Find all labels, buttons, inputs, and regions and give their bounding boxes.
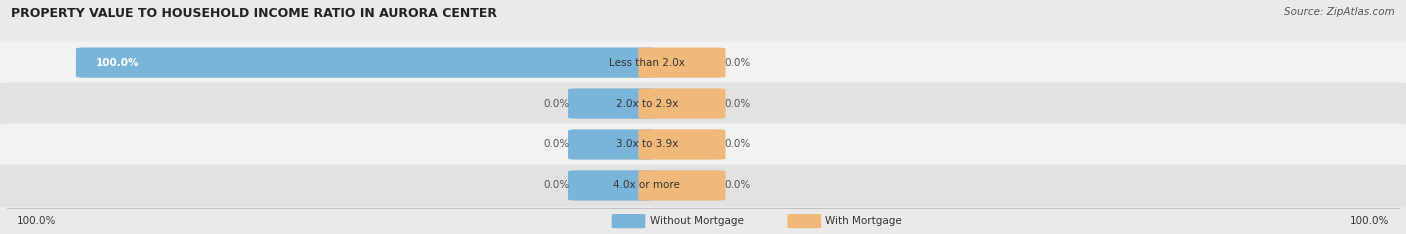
FancyBboxPatch shape <box>568 129 655 160</box>
Text: 0.0%: 0.0% <box>724 58 751 68</box>
Text: 100.0%: 100.0% <box>96 58 139 68</box>
Text: Without Mortgage: Without Mortgage <box>650 216 744 226</box>
Text: 0.0%: 0.0% <box>724 139 751 150</box>
Text: 3.0x to 3.9x: 3.0x to 3.9x <box>616 139 678 150</box>
FancyBboxPatch shape <box>0 165 1406 206</box>
FancyBboxPatch shape <box>638 129 725 160</box>
FancyBboxPatch shape <box>787 214 821 228</box>
Text: 100.0%: 100.0% <box>1350 216 1389 226</box>
FancyBboxPatch shape <box>568 170 655 201</box>
FancyBboxPatch shape <box>0 124 1406 165</box>
Text: 0.0%: 0.0% <box>724 99 751 109</box>
FancyBboxPatch shape <box>638 48 725 78</box>
Text: Source: ZipAtlas.com: Source: ZipAtlas.com <box>1284 7 1395 17</box>
Text: 2.0x to 2.9x: 2.0x to 2.9x <box>616 99 678 109</box>
Text: PROPERTY VALUE TO HOUSEHOLD INCOME RATIO IN AURORA CENTER: PROPERTY VALUE TO HOUSEHOLD INCOME RATIO… <box>11 7 498 20</box>
FancyBboxPatch shape <box>568 88 655 119</box>
Text: 0.0%: 0.0% <box>543 99 569 109</box>
FancyBboxPatch shape <box>638 88 725 119</box>
Text: 100.0%: 100.0% <box>17 216 56 226</box>
Text: Less than 2.0x: Less than 2.0x <box>609 58 685 68</box>
FancyBboxPatch shape <box>638 170 725 201</box>
FancyBboxPatch shape <box>612 214 645 228</box>
Text: 4.0x or more: 4.0x or more <box>613 180 681 190</box>
Text: 0.0%: 0.0% <box>543 139 569 150</box>
FancyBboxPatch shape <box>76 48 655 78</box>
Text: With Mortgage: With Mortgage <box>825 216 903 226</box>
Text: 0.0%: 0.0% <box>543 180 569 190</box>
FancyBboxPatch shape <box>0 42 1406 84</box>
FancyBboxPatch shape <box>0 83 1406 124</box>
Text: 0.0%: 0.0% <box>724 180 751 190</box>
